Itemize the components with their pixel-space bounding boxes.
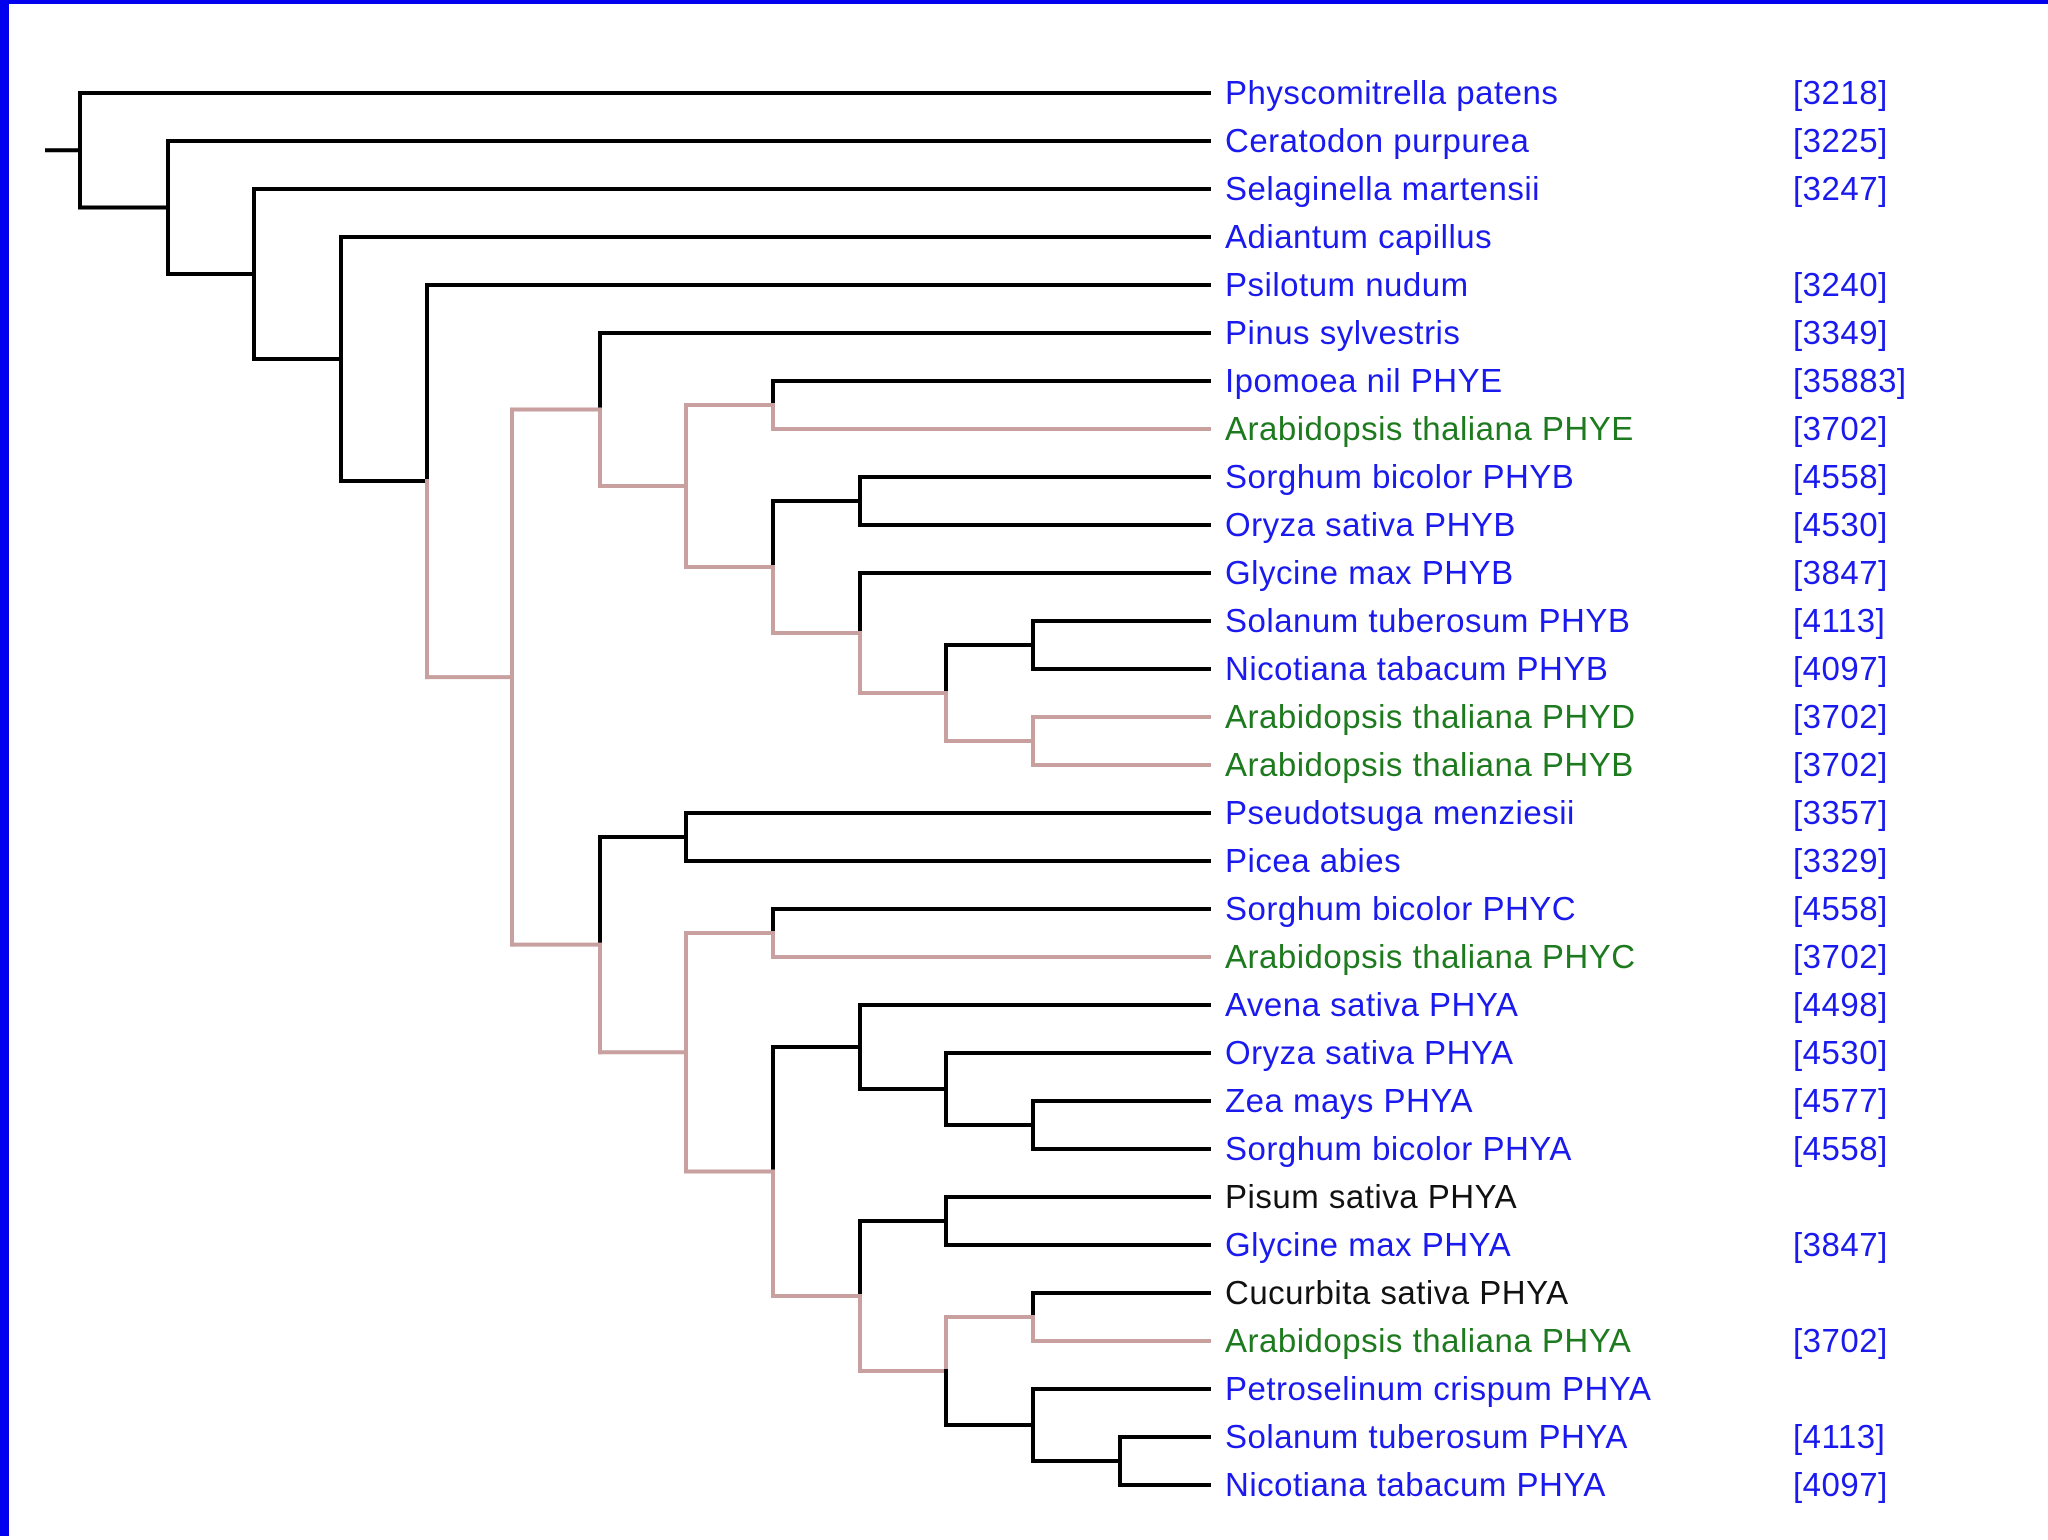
taxon-name: Oryza sativa PHYB <box>1225 506 1516 543</box>
taxon-name: Adiantum capillus <box>1225 218 1492 255</box>
taxon-name: Picea abies <box>1225 842 1401 879</box>
taxon-name: Arabidopsis thaliana PHYE <box>1225 410 1634 447</box>
taxon-name: Selaginella martensii <box>1225 170 1540 207</box>
taxon-id: [4577] <box>1793 1082 1888 1119</box>
taxon-id: [3847] <box>1793 554 1888 591</box>
taxon-id: [3702] <box>1793 410 1888 447</box>
taxon-name: Ceratodon purpurea <box>1225 122 1530 159</box>
taxon-id: [4530] <box>1793 1034 1888 1071</box>
taxon-name: Nicotiana tabacum PHYB <box>1225 650 1608 687</box>
taxon-name: Glycine max PHYB <box>1225 554 1514 591</box>
taxon-name: Cucurbita sativa PHYA <box>1225 1274 1569 1311</box>
taxon-id: [3225] <box>1793 122 1888 159</box>
taxon-name: Glycine max PHYA <box>1225 1226 1511 1263</box>
taxon-name: Pinus sylvestris <box>1225 314 1460 351</box>
taxon-id: [3240] <box>1793 266 1888 303</box>
taxon-name: Arabidopsis thaliana PHYC <box>1225 938 1636 975</box>
taxon-id: [4113] <box>1793 1418 1885 1455</box>
taxon-id: [3847] <box>1793 1226 1888 1263</box>
phylogenetic-tree: Physcomitrella patens [3218] Ceratodon pur… <box>45 74 1907 1503</box>
taxon-id: [4558] <box>1793 1130 1888 1167</box>
taxon-name: Arabidopsis thaliana PHYB <box>1225 746 1634 783</box>
taxon-name: Sorghum bicolor PHYB <box>1225 458 1574 495</box>
taxon-id: [4498] <box>1793 986 1888 1023</box>
taxon-name: Zea mays PHYA <box>1225 1082 1473 1119</box>
taxon-id: [3218] <box>1793 74 1888 111</box>
taxon-id: [3702] <box>1793 698 1888 735</box>
taxon-id: [3357] <box>1793 794 1888 831</box>
taxon-id: [3702] <box>1793 938 1888 975</box>
taxon-id: [4097] <box>1793 1466 1888 1503</box>
taxon-name: Arabidopsis thaliana PHYD <box>1225 698 1636 735</box>
taxon-id: [3329] <box>1793 842 1888 879</box>
taxon-id: [4558] <box>1793 890 1888 927</box>
taxon-name: Solanum tuberosum PHYB <box>1225 602 1630 639</box>
taxon-id: [35883] <box>1793 362 1907 399</box>
taxon-name: Ipomoea nil PHYE <box>1225 362 1503 399</box>
taxon-id: [3247] <box>1793 170 1888 207</box>
taxon-id: [4113] <box>1793 602 1885 639</box>
taxon-name: Physcomitrella patens <box>1225 74 1558 111</box>
taxon-name: Pisum sativa PHYA <box>1225 1178 1517 1215</box>
taxon-name: Pseudotsuga menziesii <box>1225 794 1575 831</box>
taxon-name: Sorghum bicolor PHYC <box>1225 890 1576 927</box>
taxon-id: [4558] <box>1793 458 1888 495</box>
taxon-id: [4097] <box>1793 650 1888 687</box>
taxon-name: Avena sativa PHYA <box>1225 986 1518 1023</box>
taxon-name: Petroselinum crispum PHYA <box>1225 1370 1651 1407</box>
taxon-name: Sorghum bicolor PHYA <box>1225 1130 1572 1167</box>
taxon-id: [3349] <box>1793 314 1888 351</box>
taxon-id: [4530] <box>1793 506 1888 543</box>
taxon-name: Nicotiana tabacum PHYA <box>1225 1466 1606 1503</box>
taxon-id: [3702] <box>1793 746 1888 783</box>
taxon-id: [3702] <box>1793 1322 1888 1359</box>
taxon-name: Solanum tuberosum PHYA <box>1225 1418 1628 1455</box>
taxon-name: Arabidopsis thaliana PHYA <box>1225 1322 1631 1359</box>
taxon-name: Psilotum nudum <box>1225 266 1469 303</box>
taxon-name: Oryza sativa PHYA <box>1225 1034 1513 1071</box>
